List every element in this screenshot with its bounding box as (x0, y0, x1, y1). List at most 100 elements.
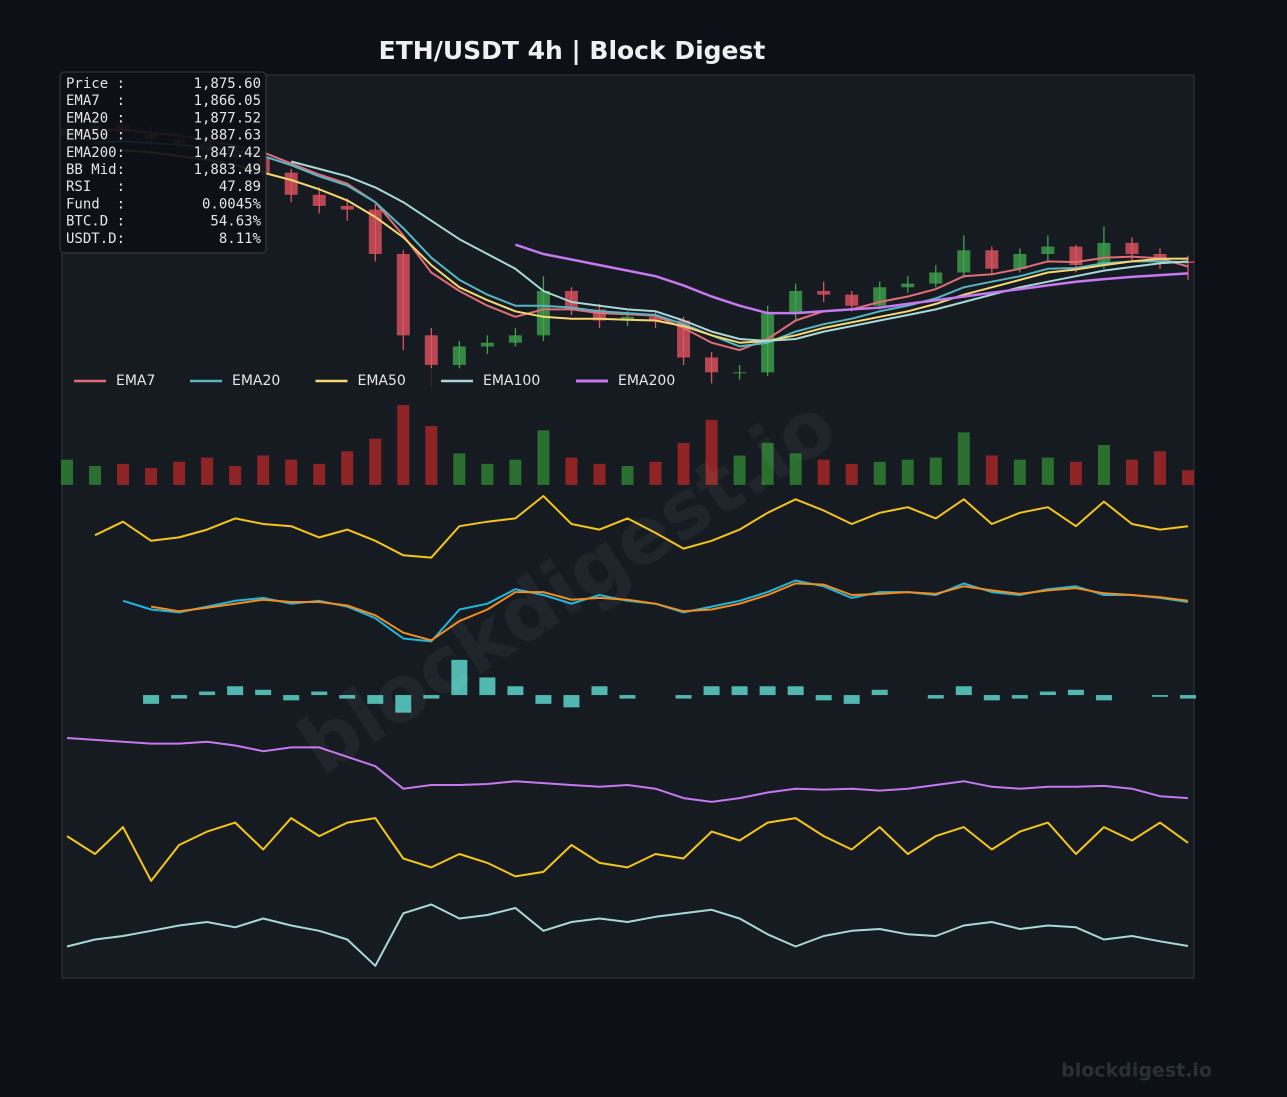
info-box (59, 71, 267, 254)
bar (871, 689, 888, 696)
legend-label: EMA20 (232, 373, 280, 389)
info-label: BB Mid: (66, 162, 125, 178)
bar (507, 686, 524, 696)
bar (733, 455, 746, 485)
bar (1182, 470, 1194, 485)
chart-title: ETH/USDT 4h | Block Digest (379, 36, 766, 65)
candle-body (985, 250, 999, 269)
bar (1095, 695, 1112, 701)
bar (313, 463, 326, 485)
legend-box (66, 368, 686, 394)
candle-body (368, 209, 382, 254)
candle-body (452, 346, 466, 365)
bar (1039, 691, 1056, 696)
bar (955, 686, 972, 696)
legend-label: EMA100 (483, 373, 540, 389)
bar (1011, 695, 1028, 699)
bar (817, 459, 830, 485)
candle-body (508, 335, 522, 343)
info-value: 1,866.05 (194, 93, 261, 109)
bar (873, 461, 886, 485)
bar (731, 686, 748, 696)
bar (927, 695, 944, 699)
info-label: USDT.D: (66, 231, 125, 247)
bar (311, 691, 328, 696)
bar (705, 419, 718, 485)
bar (397, 405, 410, 485)
bar (395, 695, 412, 713)
bar (367, 695, 384, 704)
candle-body (284, 172, 298, 195)
legend-label: EMA50 (358, 373, 406, 389)
bar (1013, 459, 1026, 485)
line (94, 140, 1189, 348)
bar (425, 426, 438, 485)
bar (173, 461, 186, 485)
info-value: 1,847.42 (194, 145, 261, 161)
bar (675, 695, 692, 699)
legend-label: EMA200 (618, 373, 675, 389)
candle-body (733, 372, 747, 374)
bar (283, 695, 300, 701)
bar (339, 695, 356, 699)
bar (89, 466, 102, 485)
bar (1097, 445, 1110, 485)
bar (451, 659, 468, 696)
candle-body (1097, 242, 1111, 266)
line (66, 817, 1189, 882)
bar (535, 695, 552, 704)
candle-body (480, 342, 494, 347)
line (66, 737, 1189, 803)
bar (1069, 461, 1082, 485)
info-value: 1,887.63 (194, 128, 261, 144)
bar (117, 463, 130, 485)
bar (591, 686, 608, 696)
info-label: EMA200: (66, 145, 125, 161)
bar (845, 463, 858, 485)
info-label: EMA7 : (66, 93, 125, 109)
info-value: 47.89 (219, 179, 261, 195)
candle-body (312, 194, 326, 206)
bar (201, 457, 214, 485)
info-value: 1,877.52 (194, 110, 261, 126)
bar (257, 455, 270, 485)
legend-label: EMA7 (116, 373, 155, 389)
candle-body (929, 272, 943, 284)
bar (481, 463, 494, 485)
candle-body (817, 290, 831, 295)
bar (649, 461, 662, 485)
bar (983, 695, 1000, 701)
info-label: Price : (66, 76, 125, 92)
bar (143, 695, 160, 704)
bar (843, 695, 860, 704)
bar (677, 442, 690, 485)
bar (255, 689, 272, 696)
bar (957, 432, 970, 485)
candle-body (536, 290, 550, 336)
bar (61, 459, 73, 485)
bar (1067, 689, 1084, 696)
bar (929, 457, 942, 485)
bar (145, 468, 158, 485)
line (290, 160, 1189, 342)
bar (285, 459, 298, 485)
watermark-corner: blockdigest.io (1061, 1060, 1212, 1082)
info-value: 1,875.60 (194, 76, 261, 92)
line (94, 495, 1189, 559)
candle-body (564, 290, 578, 310)
bar (761, 442, 774, 485)
bar (341, 451, 354, 485)
info-label: EMA20 : (66, 110, 125, 126)
bar (787, 686, 804, 696)
candle-body (957, 250, 971, 273)
candle-body (1125, 242, 1139, 254)
candle-body (649, 316, 663, 321)
bar (703, 686, 720, 696)
info-value: 54.63% (210, 214, 261, 230)
candle-body (901, 283, 915, 288)
line (515, 243, 1189, 315)
bar (759, 686, 776, 696)
candle-body (1041, 246, 1055, 254)
bar (1151, 695, 1168, 697)
